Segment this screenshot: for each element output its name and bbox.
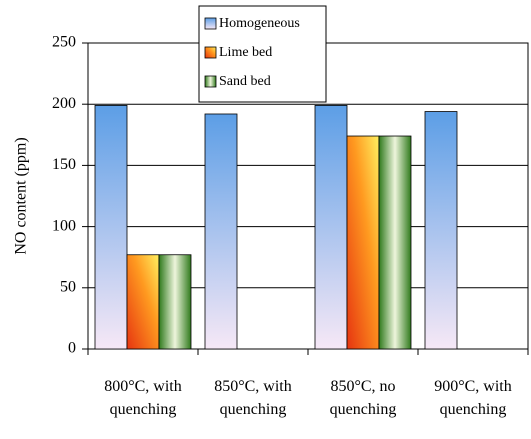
bar bbox=[314, 105, 348, 350]
bar bbox=[158, 254, 192, 350]
y-axis-label: NO content (ppm) bbox=[13, 137, 30, 254]
legend-swatch bbox=[204, 75, 217, 88]
y-tick-label: 150 bbox=[52, 156, 76, 173]
legend-label: Homogeneous bbox=[219, 16, 300, 31]
y-tick-label: 50 bbox=[60, 278, 76, 295]
bar bbox=[346, 135, 380, 350]
y-tick-label: 200 bbox=[52, 95, 76, 112]
legend-swatch bbox=[204, 17, 217, 30]
x-tick-label: 850°C, no quenching bbox=[330, 378, 397, 418]
legend-swatch bbox=[204, 46, 217, 59]
y-tick-label: 100 bbox=[52, 217, 76, 234]
x-tick-label: 800°C, with quenching bbox=[104, 378, 182, 418]
bar bbox=[204, 113, 238, 350]
legend-box bbox=[198, 5, 327, 103]
bar bbox=[378, 135, 412, 350]
x-tick-label: 900°C, with quenching bbox=[434, 378, 512, 418]
legend-label: Sand bed bbox=[219, 74, 271, 89]
y-tick-label: 0 bbox=[68, 340, 76, 357]
y-tick-label: 250 bbox=[52, 34, 76, 51]
legend-label: Lime bed bbox=[219, 45, 272, 60]
bar bbox=[424, 111, 458, 350]
bar bbox=[94, 105, 128, 350]
bar bbox=[126, 254, 160, 350]
x-tick-label: 850°C, with quenching bbox=[214, 378, 292, 418]
